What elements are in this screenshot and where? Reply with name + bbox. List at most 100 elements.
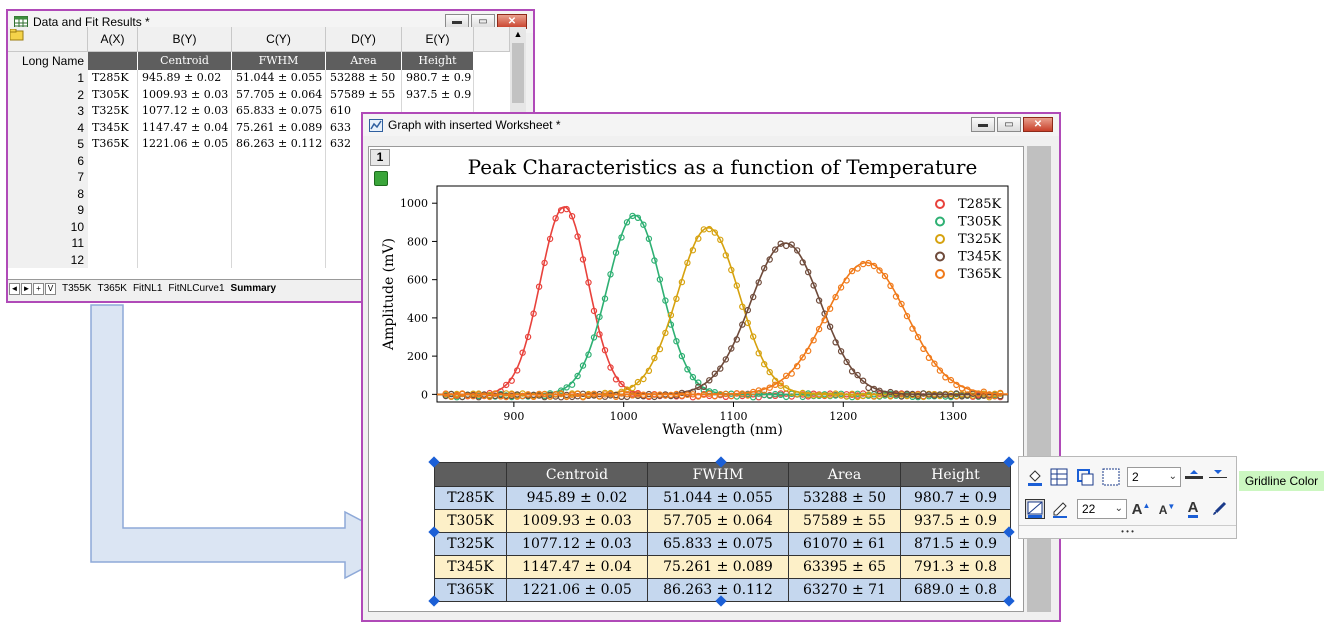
table-cell[interactable]: T285K [434,486,507,510]
row-number[interactable]: 10 [8,218,88,235]
border-color-button[interactable] [1050,499,1070,519]
line-down-button[interactable] [1208,467,1228,487]
table-cell[interactable]: 1009.93 ± 0.03 [506,509,648,533]
graph-titlebar[interactable]: Graph with inserted Worksheet * ▬ ▭ ✕ [363,114,1059,136]
row-number[interactable]: 1 [8,70,88,87]
column-header[interactable]: Centroid [506,462,648,487]
row-number[interactable]: 11 [8,235,88,252]
line-up-button[interactable] [1184,467,1204,487]
long-name-cell[interactable] [88,52,138,70]
graph-minimize-button[interactable]: ▬ [971,117,995,132]
pattern-button[interactable] [1101,467,1121,487]
long-name-cell[interactable]: Centroid [138,52,232,70]
table-cell[interactable]: 65.833 ± 0.075 [232,103,326,120]
scroll-up-icon[interactable]: ▲ [513,29,523,39]
table-cell[interactable]: 51.044 ± 0.055 [232,70,326,87]
table-cell[interactable]: 75.261 ± 0.089 [647,555,789,579]
table-cell[interactable]: T365K [88,136,138,153]
long-name-cell[interactable]: FWHM [232,52,326,70]
mini-toolbar-more[interactable]: • • • [1019,525,1236,538]
table-cell[interactable]: 1009.93 ± 0.03 [138,86,232,103]
row-number[interactable]: 5 [8,136,88,153]
gridline-color-button[interactable] [1025,499,1045,519]
row-number[interactable]: 2 [8,86,88,103]
table-cell[interactable]: 937.5 ± 0.9 [402,86,474,103]
sheet-list-button[interactable]: V [45,282,56,295]
table-cell[interactable]: 689.0 ± 0.8 [900,578,1011,602]
tab-summary[interactable]: Summary [230,283,277,294]
table-cell[interactable] [402,103,474,120]
row-number[interactable]: 7 [8,169,88,186]
column-header[interactable]: Height [900,462,1011,487]
table-cell[interactable] [232,169,326,186]
column-header[interactable]: B(Y) [138,27,232,52]
table-cell[interactable] [88,152,138,169]
table-cell[interactable]: 63395 ± 65 [788,555,901,579]
table-cell[interactable]: 791.3 ± 0.8 [900,555,1011,579]
tab-nav-prev[interactable]: ◄ [9,282,20,295]
table-cell[interactable] [232,185,326,202]
table-cell[interactable]: 945.89 ± 0.02 [138,70,232,87]
table-cell[interactable]: 57.705 ± 0.064 [232,86,326,103]
table-cell[interactable] [232,202,326,219]
table-cell[interactable] [138,169,232,186]
table-cell[interactable] [138,251,232,268]
column-header[interactable] [434,462,507,487]
lock-icon[interactable] [374,171,388,186]
table-cell[interactable]: 57.705 ± 0.064 [647,509,789,533]
row-number[interactable]: 8 [8,185,88,202]
table-cell[interactable]: 1221.06 ± 0.05 [138,136,232,153]
table-cell[interactable]: 980.7 ± 0.9 [402,70,474,87]
corner-cell[interactable] [8,27,88,52]
table-cell[interactable] [232,218,326,235]
column-header[interactable]: Area [788,462,901,487]
row-number[interactable]: 4 [8,119,88,136]
table-cell[interactable]: 75.261 ± 0.089 [232,119,326,136]
column-header[interactable]: E(Y) [402,27,474,52]
font-decrease-button[interactable]: A▼ [1157,499,1177,519]
table-cell[interactable]: 871.5 ± 0.9 [900,532,1011,556]
table-cell[interactable]: T325K [88,103,138,120]
table-cell[interactable]: T345K [88,119,138,136]
column-header[interactable]: C(Y) [232,27,326,52]
table-cell[interactable] [232,251,326,268]
table-cell[interactable]: T285K [88,70,138,87]
inserted-worksheet-table[interactable]: Centroid FWHM Area Height T285K 945.89 ± 0.02… [434,462,1011,602]
table-cell[interactable] [88,235,138,252]
line-width-combo[interactable]: 2 ⌄ [1127,467,1181,487]
font-size-combo[interactable]: 22 ⌄ [1077,499,1127,519]
table-style-button[interactable] [1049,467,1069,487]
row-number[interactable]: 9 [8,202,88,219]
table-cell[interactable] [88,169,138,186]
table-cell[interactable]: T305K [88,86,138,103]
table-cell[interactable]: 61070 ± 61 [788,532,901,556]
tab-t365k[interactable]: T365K [97,283,127,294]
layer-number[interactable]: 1 [370,149,390,166]
tab-nav-next[interactable]: ► [21,282,32,295]
row-number[interactable]: 6 [8,152,88,169]
table-cell[interactable]: 53288 ± 50 [326,70,402,87]
table-cell[interactable]: 86.263 ± 0.112 [232,136,326,153]
table-cell[interactable]: 57589 ± 55 [326,86,402,103]
font-color-button[interactable]: A [1183,499,1203,519]
table-cell[interactable] [88,185,138,202]
long-name-cell[interactable]: Height [402,52,474,70]
column-header[interactable]: A(X) [88,27,138,52]
table-cell[interactable]: 65.833 ± 0.075 [647,532,789,556]
format-painter-button[interactable] [1209,499,1229,519]
long-name-cell[interactable]: Area [326,52,402,70]
tab-fitnlcurve1[interactable]: FitNLCurve1 [168,283,225,294]
add-sheet-button[interactable]: + [33,282,44,295]
table-cell[interactable]: T305K [434,509,507,533]
column-header[interactable]: D(Y) [326,27,402,52]
tab-t355k[interactable]: T355K [62,283,92,294]
table-cell[interactable]: 980.7 ± 0.9 [900,486,1011,510]
table-cell[interactable]: T345K [434,555,507,579]
tab-fitnl1[interactable]: FitNL1 [132,283,163,294]
table-cell[interactable]: 1077.12 ± 0.03 [138,103,232,120]
table-cell[interactable] [138,152,232,169]
table-cell[interactable]: 937.5 ± 0.9 [900,509,1011,533]
font-increase-button[interactable]: A▲ [1131,499,1151,519]
table-cell[interactable] [88,251,138,268]
table-cell[interactable]: 610 [326,103,402,120]
